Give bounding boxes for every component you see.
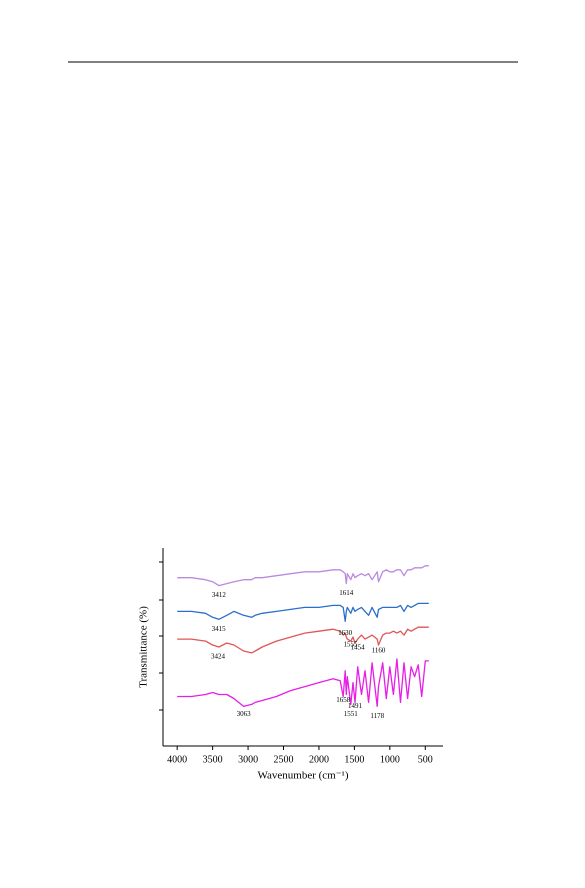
- peak-label: 1454: [351, 644, 366, 652]
- x-tick-label: 2500: [274, 754, 294, 765]
- x-tick-label: 2000: [309, 754, 329, 765]
- peak-label: 1551: [344, 710, 359, 718]
- y-ticks: [159, 561, 163, 711]
- spectrum-line: [177, 626, 429, 654]
- x-tick-label: 3000: [238, 754, 258, 765]
- x-tick-label: 1500: [344, 754, 364, 765]
- peak-label: 1491: [348, 702, 363, 710]
- peak-label: 1160: [372, 647, 386, 655]
- x-tick-label: 4000: [167, 754, 187, 765]
- peak-label: 3412: [212, 591, 227, 599]
- spectrum-line: [177, 602, 429, 622]
- x-tick-label: 3500: [203, 754, 223, 765]
- peak-label: 1658: [336, 696, 351, 704]
- peak-label: 1630: [338, 629, 353, 637]
- peak-label: 3424: [211, 653, 226, 661]
- x-tick-label: 500: [418, 754, 433, 765]
- peak-label: 1614: [339, 589, 354, 597]
- spectrum-line: [177, 565, 429, 587]
- peak-label: 3415: [212, 625, 227, 633]
- y-axis-title: Transmittance (%): [138, 606, 150, 688]
- peak-label: 1178: [370, 712, 384, 720]
- x-tick-label: 1000: [380, 754, 400, 765]
- x-axis-title: Wavenumber (cm⁻¹): [258, 770, 349, 782]
- peak-label: 1555: [343, 641, 358, 649]
- peak-label: 3063: [237, 710, 252, 718]
- spectrum-line: [177, 658, 429, 708]
